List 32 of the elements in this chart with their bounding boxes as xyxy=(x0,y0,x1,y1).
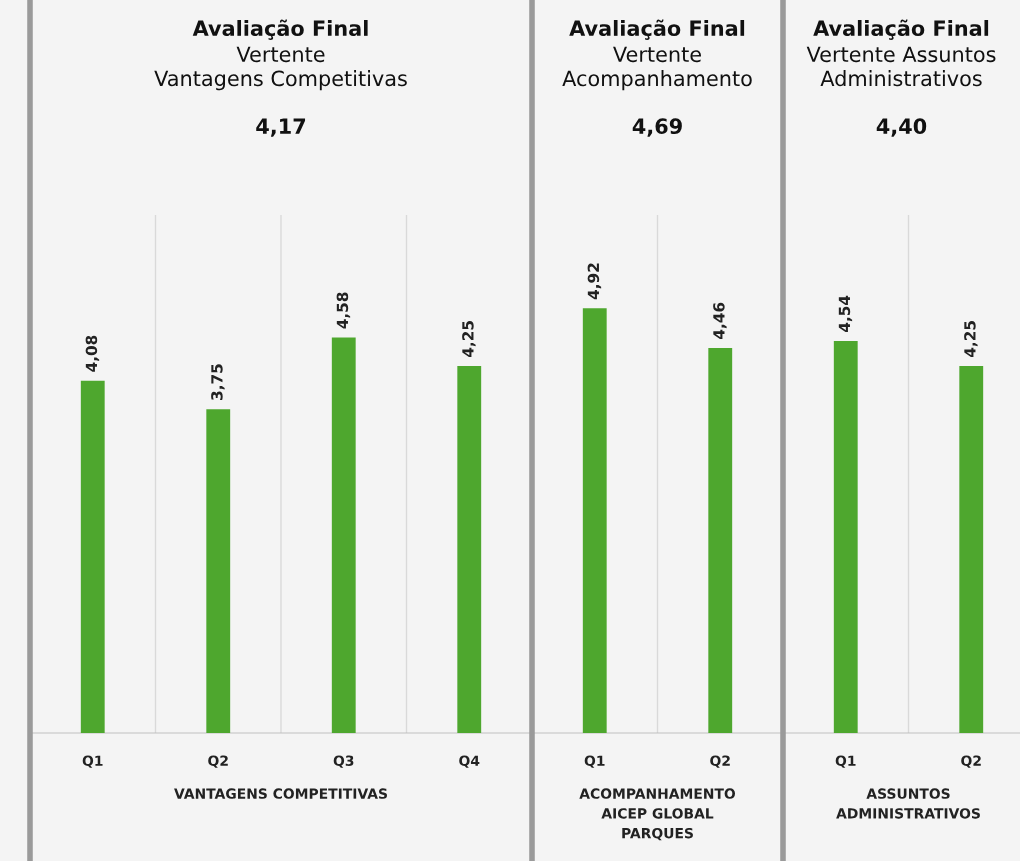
bar xyxy=(80,380,105,733)
x-tick-label: Q4 xyxy=(459,755,480,768)
text: 4,69 xyxy=(632,118,682,137)
bar xyxy=(331,337,356,733)
x-tick-label: Q2 xyxy=(961,755,981,768)
x-tick-label: Q2 xyxy=(710,755,730,768)
bar xyxy=(457,366,482,733)
data-label: 4,58 xyxy=(336,292,351,329)
data-label: 3,75 xyxy=(211,364,225,400)
chart-subtitle: Vertente Vantagens Competitivas xyxy=(154,46,407,91)
x-tick-label: Q1 xyxy=(82,755,103,768)
chart-subtitle: Vertente Acompanhamento xyxy=(562,46,752,91)
text: 4,40 xyxy=(876,118,927,137)
data-label: 4,25 xyxy=(462,321,476,358)
chart-title: Avaliação Final xyxy=(569,19,745,40)
bar xyxy=(206,409,231,733)
x-tick-label: Q1 xyxy=(584,755,605,768)
data-label: 4,54 xyxy=(838,295,853,333)
data-label: 4,08 xyxy=(85,335,100,372)
x-tick-label: Q1 xyxy=(835,755,856,768)
data-label: 4,25 xyxy=(964,321,978,358)
data-label: 4,92 xyxy=(587,263,602,300)
chart-title: Avaliação Final xyxy=(192,19,368,40)
x-tick-label: Q2 xyxy=(208,755,228,768)
x-axis-title: VANTAGENS COMPETITIVAS xyxy=(174,788,387,799)
x-axis-title: ACOMPANHAMENTO AICEP GLOBAL PARQUES xyxy=(579,788,736,841)
x-axis-title: ASSUNTOS ADMINISTRATIVOS xyxy=(836,788,980,819)
data-label: 4,46 xyxy=(713,302,727,339)
chart-title: Avaliação Final xyxy=(813,19,989,40)
chart-subtitle: Vertente Assuntos Administrativos xyxy=(806,46,996,87)
x-tick-label: Q3 xyxy=(333,755,354,768)
text: 4,17 xyxy=(256,118,306,137)
